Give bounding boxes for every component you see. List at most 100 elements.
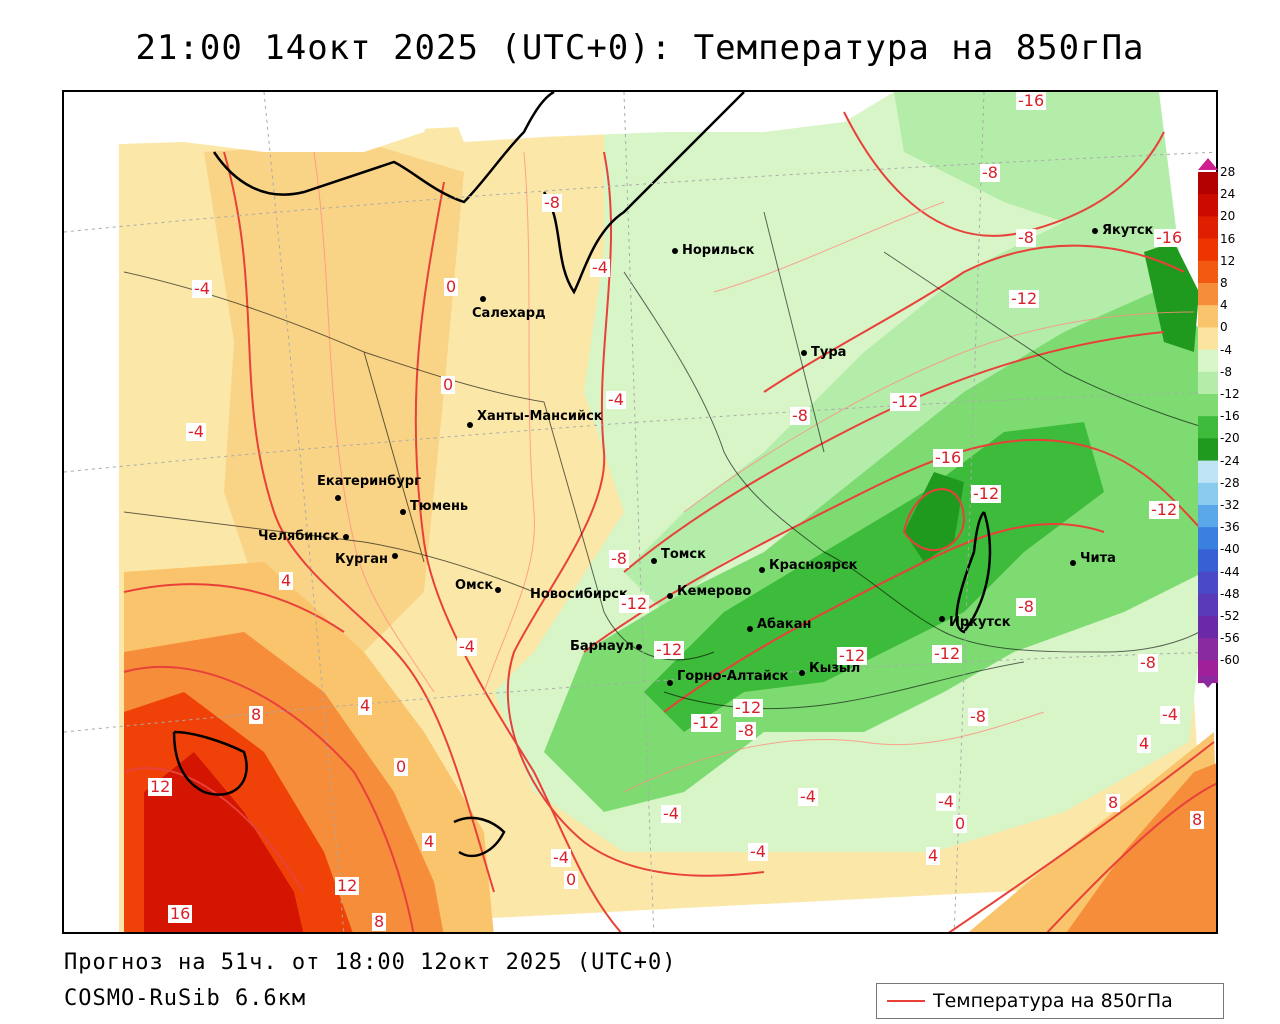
city-marker: Ханты-Мансийск [467, 409, 603, 432]
scale-value: -20 [1220, 431, 1240, 446]
contour-label: 0 [441, 375, 456, 394]
contour-label: -4 [186, 422, 206, 441]
contour-label: -8 [1138, 653, 1158, 672]
scale-swatch [1198, 438, 1218, 462]
city-marker: Кызыл [799, 661, 860, 680]
contour-label: -8 [736, 721, 756, 740]
city-marker: Томск [651, 547, 706, 568]
scale-arrow-down-icon [1198, 676, 1218, 688]
scale-value: -44 [1220, 564, 1240, 579]
city-marker: Кемерово [667, 584, 751, 603]
map-fields [64, 92, 1216, 932]
contour-label: -16 [1154, 228, 1185, 247]
contour-label: 16 [168, 904, 193, 923]
scale-swatch [1198, 593, 1218, 617]
scale-swatch [1198, 527, 1218, 550]
contour-label: 4 [422, 832, 437, 851]
city-marker: Омск [455, 578, 505, 597]
contour-label: 8 [1106, 793, 1121, 812]
city-marker: Челябинск [258, 529, 353, 544]
scale-arrow-up-icon [1198, 158, 1218, 170]
city-label: Екатеринбург [317, 474, 421, 489]
contour-label: 4 [1137, 734, 1152, 753]
city-marker: Екатеринбург [317, 474, 449, 501]
city-marker: Норильск [672, 243, 755, 258]
cold-core-spot-east [1144, 242, 1199, 352]
city-dot-icon [400, 508, 406, 515]
city-dot-icon [342, 533, 349, 540]
scale-value: -60 [1220, 653, 1240, 668]
city-label: Красноярск [769, 558, 858, 573]
contour-label: -8 [1016, 228, 1036, 247]
scale-value: -52 [1220, 609, 1240, 623]
contour-label: -12 [1149, 500, 1180, 519]
cold-core-spot [904, 472, 964, 562]
scale-value: -16 [1220, 409, 1240, 424]
contour-label: 4 [358, 696, 373, 715]
contour-label: -12 [971, 484, 1002, 503]
contour-label: -12 [837, 646, 868, 665]
minor-isotherms [313, 151, 1195, 793]
contour-label: -12 [654, 640, 685, 659]
scale-swatch [1198, 238, 1218, 262]
scale-value: -32 [1220, 498, 1240, 512]
city-label: Норильск [682, 243, 755, 258]
sea-north [444, 92, 894, 142]
scale-value: -56 [1220, 631, 1240, 646]
contour-label: -8 [968, 707, 988, 726]
scale-swatch [1198, 371, 1218, 395]
scale-value: -40 [1220, 542, 1240, 557]
legend: Температура на 850гПа [876, 983, 1224, 1019]
scale-value: -4 [1220, 342, 1232, 357]
city-dot-icon [939, 615, 945, 622]
contour-label: 12 [335, 876, 360, 895]
scale-value: -24 [1220, 453, 1240, 468]
model-info: COSMO-RuSib 6.6км [64, 986, 307, 1011]
scale-value: -12 [1220, 387, 1240, 401]
contour-label: -12 [890, 392, 921, 411]
warm-region-sw-core [144, 752, 304, 932]
warm-band-west [204, 142, 464, 652]
scale-swatch [1198, 172, 1218, 195]
forecast-info: Прогноз на 51ч. от 18:00 12окт 2025 (UTC… [64, 950, 677, 975]
contour-label: -4 [798, 787, 818, 806]
city-dot-icon [651, 557, 657, 564]
scale-swatch [1198, 549, 1218, 573]
scale-value: 8 [1220, 276, 1228, 290]
contour-label: -4 [936, 792, 956, 811]
contour-label: -8 [542, 193, 562, 212]
scale-swatch [1198, 216, 1218, 240]
contour-label: -12 [733, 698, 764, 717]
city-label: Чита [1080, 551, 1116, 566]
contour-label: -8 [1016, 597, 1036, 616]
scale-swatch [1198, 571, 1218, 595]
scale-swatch [1198, 327, 1218, 351]
scale-value: 28 [1220, 165, 1236, 179]
contour-label: 8 [1190, 810, 1205, 829]
city-label: Кемерово [677, 584, 752, 599]
scale-swatch [1198, 305, 1218, 328]
city-label: Якутск [1102, 223, 1154, 238]
city-marker: Курган [335, 548, 402, 567]
city-marker: Якутск [1092, 223, 1153, 238]
city-dot-icon [667, 679, 673, 686]
city-dot-icon [759, 566, 765, 573]
city-label: Барнаул [570, 639, 634, 654]
scale-value: 24 [1220, 187, 1236, 202]
city-label: Курган [335, 552, 388, 567]
contour-label: -4 [748, 842, 768, 861]
scale-swatch [1198, 482, 1218, 506]
city-dot-icon [672, 247, 678, 254]
scale-value: 20 [1220, 209, 1236, 224]
city-marker: Барнаул [570, 639, 646, 654]
city-dot-icon [1070, 559, 1076, 566]
scale-value: -28 [1220, 475, 1240, 490]
city-dot-icon [635, 643, 642, 650]
scale-value: -8 [1220, 364, 1232, 379]
scale-swatch [1198, 460, 1218, 484]
legend-line-icon [887, 1000, 925, 1002]
city-label: Новосибирск [530, 587, 628, 602]
coastline [172, 92, 992, 858]
scale-swatch [1198, 505, 1218, 528]
city-label: Омск [455, 578, 494, 593]
